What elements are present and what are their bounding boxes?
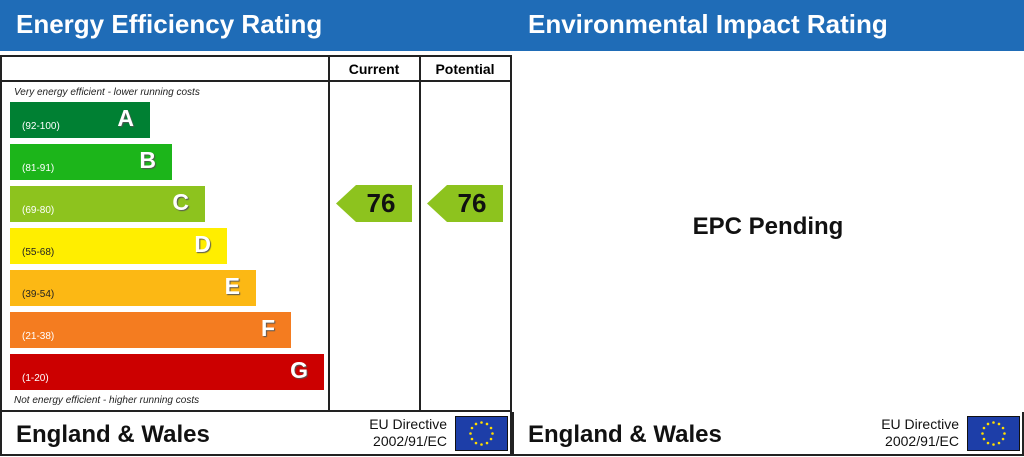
- environmental-impact-panel: Environmental Impact Rating EPC Pending …: [512, 0, 1024, 457]
- band-letter: A: [117, 105, 134, 131]
- band-b: (81-91) B: [10, 144, 172, 180]
- potential-rating-arrow: 76: [427, 185, 503, 222]
- directive-line1: EU Directive: [369, 416, 447, 432]
- star: [480, 443, 483, 446]
- band-range: (39-54): [22, 289, 55, 300]
- star: [986, 422, 990, 426]
- star: [474, 422, 478, 426]
- region-label: England & Wales: [528, 421, 722, 448]
- energy-efficiency-panel: Energy Efficiency Rating Current Potenti…: [0, 0, 512, 456]
- band-letter: F: [260, 315, 275, 341]
- top-note: Very energy efficient - lower running co…: [14, 87, 200, 98]
- band-letter: C: [172, 189, 189, 215]
- star: [986, 441, 990, 445]
- star: [982, 426, 986, 430]
- star: [997, 441, 1001, 445]
- current-header: Current: [348, 61, 400, 77]
- star: [1003, 432, 1006, 435]
- star: [1001, 437, 1005, 441]
- footer: England & Wales EU Directive 2002/91/EC: [512, 412, 1024, 456]
- environmental-title: Environmental Impact Rating: [512, 0, 1024, 51]
- current-rating-arrow: 76: [336, 185, 412, 222]
- star: [470, 426, 474, 430]
- band-letter: B: [139, 147, 156, 173]
- band-d: (55-68) D: [10, 228, 227, 264]
- eu-directive: EU Directive 2002/91/EC: [362, 416, 447, 450]
- band-range: (21-38): [22, 331, 55, 342]
- divider: [2, 80, 510, 82]
- band-letter: E: [224, 273, 240, 299]
- band-letter: G: [290, 357, 308, 383]
- region-label: England & Wales: [16, 421, 210, 448]
- star: [997, 422, 1001, 426]
- star: [470, 437, 474, 441]
- star: [489, 437, 493, 441]
- star: [1001, 426, 1005, 430]
- star: [992, 421, 995, 424]
- energy-title: Energy Efficiency Rating: [0, 0, 512, 51]
- directive-line1: EU Directive: [881, 416, 959, 432]
- band-letter: D: [194, 231, 211, 257]
- eu-flag-icon: [967, 416, 1020, 451]
- rating-table: Current Potential Very energy efficient …: [0, 55, 512, 412]
- band-range: (1-20): [22, 373, 49, 384]
- star: [491, 432, 494, 435]
- epc-pending-status: EPC Pending: [692, 213, 844, 240]
- directive-line2: 2002/91/EC: [885, 433, 959, 449]
- footer: England & Wales EU Directive 2002/91/EC: [0, 412, 512, 456]
- band-c: (69-80) C: [10, 186, 205, 222]
- band-range: (55-68): [22, 247, 55, 258]
- divider: [328, 57, 330, 410]
- divider: [419, 57, 421, 410]
- star: [485, 441, 489, 445]
- star: [474, 441, 478, 445]
- star: [469, 432, 472, 435]
- band-a: (92-100) A: [10, 102, 150, 138]
- star: [480, 421, 483, 424]
- band-g: (1-20) G: [10, 354, 324, 390]
- directive-line2: 2002/91/EC: [373, 433, 447, 449]
- star: [992, 443, 995, 446]
- star: [981, 432, 984, 435]
- band-range: (81-91): [22, 163, 55, 174]
- potential-header: Potential: [435, 61, 495, 77]
- eu-flag-icon: [455, 416, 508, 451]
- bottom-note: Not energy efficient - higher running co…: [14, 395, 200, 406]
- band-f: (21-38) F: [10, 312, 291, 348]
- band-e: (39-54) E: [10, 270, 256, 306]
- star: [485, 422, 489, 426]
- band-range: (92-100): [22, 121, 60, 132]
- band-range: (69-80): [22, 205, 55, 216]
- star: [489, 426, 493, 430]
- eu-directive: EU Directive 2002/91/EC: [874, 416, 959, 450]
- star: [982, 437, 986, 441]
